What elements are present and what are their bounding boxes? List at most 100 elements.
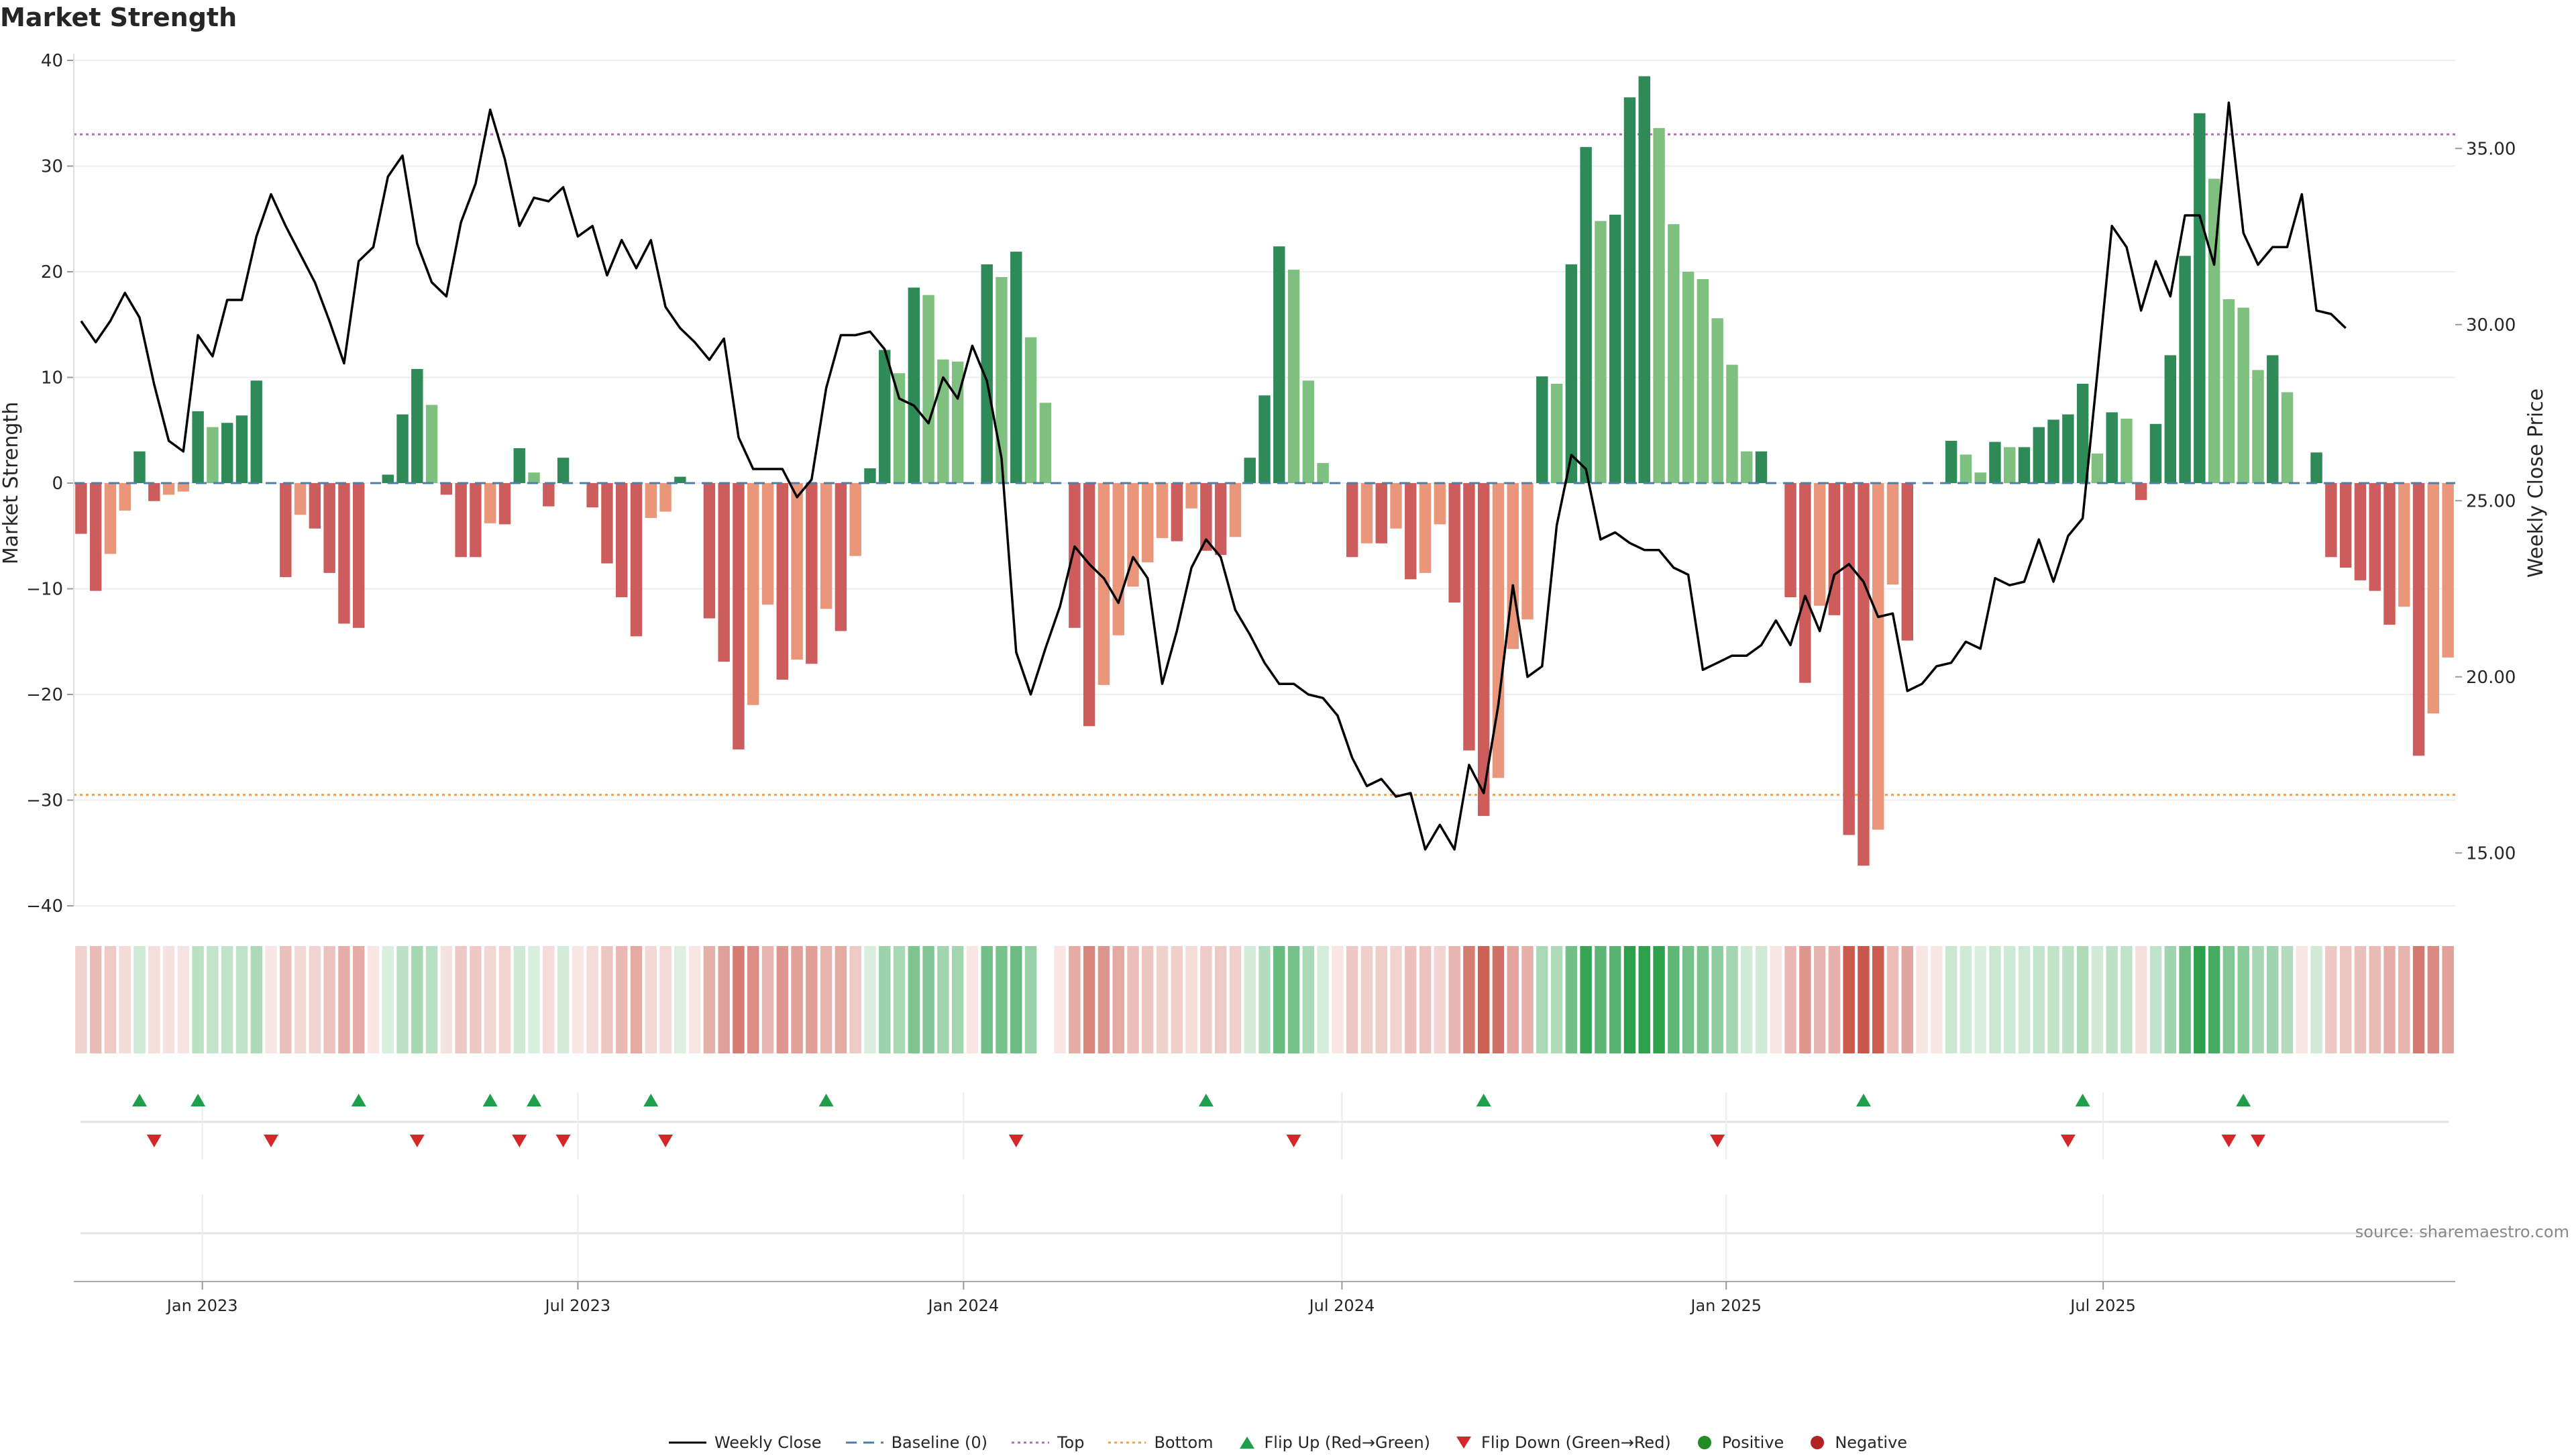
heat-cell: [1682, 946, 1695, 1053]
strength-bar: [250, 380, 262, 483]
strength-bar: [586, 483, 598, 508]
flip-down-marker: [1710, 1135, 1725, 1147]
heat-cell: [2091, 946, 2104, 1053]
heat-cell: [864, 946, 876, 1053]
heat-cell: [747, 946, 759, 1053]
strength-bar: [1200, 483, 1212, 551]
strength-bar: [879, 350, 891, 483]
x-tick-label: Jan 2023: [166, 1296, 238, 1315]
heat-cell: [250, 946, 262, 1053]
strength-bar: [1258, 395, 1271, 483]
heat-cell: [2354, 946, 2367, 1053]
legend: Weekly Close Baseline (0) Top Bottom Fli…: [0, 1429, 2576, 1456]
strength-bar: [1434, 483, 1446, 525]
heat-cell: [309, 946, 321, 1053]
strength-bar: [1609, 214, 1621, 483]
heat-cell: [2164, 946, 2177, 1053]
heat-cell: [1843, 946, 1855, 1053]
heat-cell: [1726, 946, 1738, 1053]
x-tick-label: Jul 2024: [1308, 1296, 1375, 1315]
heat-cell: [2004, 946, 2016, 1053]
heat-cell: [1916, 946, 1928, 1053]
strength-bar: [543, 483, 555, 507]
strength-bar: [922, 295, 934, 483]
strength-bar: [864, 468, 876, 483]
heat-cell: [2383, 946, 2396, 1053]
x-tick-label: Jan 2025: [1689, 1296, 1762, 1315]
strength-bar: [396, 414, 409, 483]
strength-bar: [1419, 483, 1432, 573]
y-left-tick-label: 30: [41, 157, 63, 177]
strength-bar: [2149, 423, 2162, 483]
heat-cell: [2121, 946, 2133, 1053]
heat-cell: [806, 946, 818, 1053]
heat-cell: [265, 946, 277, 1053]
heat-cell: [1171, 946, 1183, 1053]
strength-bar: [806, 483, 818, 664]
strength-bar: [2091, 453, 2104, 483]
heat-cell: [1390, 946, 1402, 1053]
heat-cell: [1872, 946, 1884, 1053]
strength-bar: [75, 483, 87, 534]
flip-down-marker: [555, 1135, 571, 1147]
heat-cell: [1375, 946, 1387, 1053]
strength-bar: [2281, 392, 2294, 483]
strength-bar: [309, 483, 321, 529]
strength-bar: [1463, 483, 1475, 751]
heat-cell: [630, 946, 643, 1053]
heat-cell: [1477, 946, 1490, 1053]
strength-bar: [1580, 147, 1592, 483]
strength-bar: [2135, 483, 2147, 501]
strength-bar: [1697, 279, 1709, 483]
axes: 40 30 20 10 0 −10 −20 −30 −40 35.00 30.00 25.00 20.0…: [26, 51, 2516, 917]
strength-bar: [2106, 412, 2118, 483]
heat-cell: [835, 946, 847, 1053]
strength-bar: [1653, 127, 1665, 484]
y-left-tick-label: −20: [26, 685, 63, 705]
heat-cell: [543, 946, 555, 1053]
strength-bar: [119, 483, 131, 511]
strength-bar: [674, 476, 686, 483]
strength-bar: [89, 483, 102, 591]
heat-cell: [1492, 946, 1505, 1053]
y-left-tick-label: 20: [41, 262, 63, 282]
heat-cell: [1974, 946, 1986, 1053]
y-right-axis-label: Weekly Close Price: [2524, 388, 2548, 578]
heat-cell: [718, 946, 730, 1053]
strength-bar: [2018, 447, 2031, 483]
strength-bar: [1550, 383, 1563, 483]
strength-bar: [411, 368, 423, 483]
heat-cell: [586, 946, 598, 1053]
y-right-tick-label: 25.00: [2466, 491, 2516, 511]
strength-bar: [1799, 483, 1811, 683]
y-right-tick-label: 30.00: [2466, 315, 2516, 335]
heat-cell: [75, 946, 87, 1053]
strength-bar: [791, 483, 803, 660]
legend-positive: Positive: [1695, 1433, 1784, 1452]
heat-cell: [2018, 946, 2031, 1053]
heat-cell: [2179, 946, 2191, 1053]
dashed-line-swatch-icon: [845, 1441, 883, 1444]
heat-cell: [89, 946, 102, 1053]
legend-flip-up: Flip Up (Red→Green): [1238, 1433, 1430, 1452]
strength-bar: [1623, 97, 1636, 483]
strength-bar: [1375, 483, 1387, 543]
strength-bar: [2427, 483, 2440, 714]
strength-bar: [455, 483, 467, 558]
strength-bar: [908, 287, 920, 483]
heat-cell: [1024, 946, 1037, 1053]
heat-cell: [1989, 946, 2001, 1053]
heat-cell: [1302, 946, 1315, 1053]
heat-cell: [1083, 946, 1095, 1053]
heat-cell: [367, 946, 380, 1053]
flip-down-marker: [512, 1135, 527, 1147]
strength-bar: [761, 483, 774, 605]
legend-negative-label: Negative: [1835, 1433, 1908, 1452]
legend-baseline-label: Baseline (0): [891, 1433, 987, 1452]
heat-cell: [2442, 946, 2454, 1053]
strength-bar: [192, 411, 204, 483]
flip-down-marker: [1008, 1135, 1024, 1147]
heat-cell: [1112, 946, 1124, 1053]
heat-cell: [557, 946, 570, 1053]
strength-bar: [2004, 447, 2016, 483]
